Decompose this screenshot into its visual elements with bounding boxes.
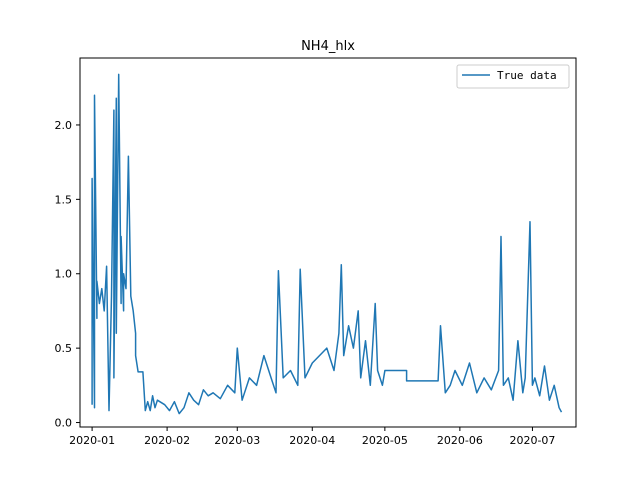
y-axis: 0.0 0.5 1.0 1.5 2.0 <box>55 119 80 430</box>
y-tick-label: 1.5 <box>55 193 73 206</box>
y-tick-label: 1.0 <box>55 268 73 281</box>
legend: True data <box>456 64 570 89</box>
x-tick-label: 2020-07 <box>509 434 555 447</box>
legend-label: True data <box>497 69 557 82</box>
x-tick-label: 2020-06 <box>437 434 483 447</box>
y-tick-label: 0.0 <box>55 417 73 430</box>
x-tick-label: 2020-03 <box>214 434 260 447</box>
x-tick-label: 2020-04 <box>289 434 335 447</box>
x-axis: 2020-01 2020-02 2020-03 2020-04 2020-05 2020-… <box>69 427 555 447</box>
x-tick-label: 2020-01 <box>69 434 115 447</box>
y-tick-label: 2.0 <box>55 119 73 132</box>
y-tick-label: 0.5 <box>55 342 73 355</box>
legend-box <box>456 64 570 89</box>
plot-area-frame <box>79 57 577 428</box>
x-tick-label: 2020-02 <box>144 434 190 447</box>
chart-title: NH4_hlx <box>301 39 355 54</box>
series-line-true-data <box>91 73 563 415</box>
x-tick-label: 2020-05 <box>362 434 408 447</box>
